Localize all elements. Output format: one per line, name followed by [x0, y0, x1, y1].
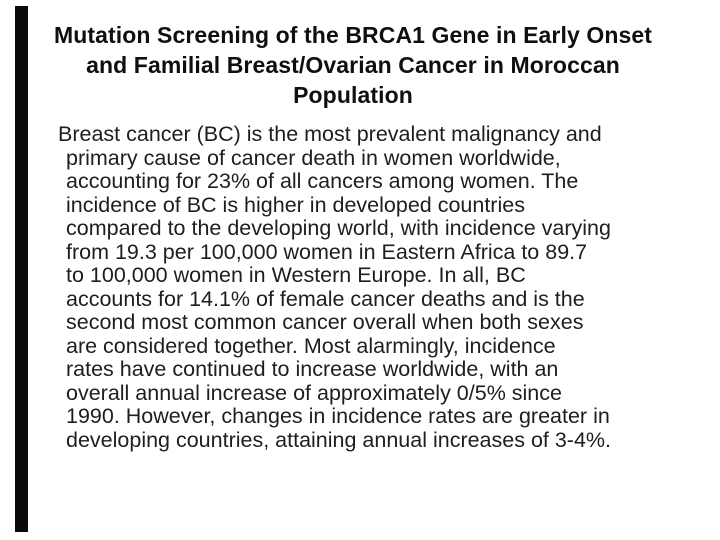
body-line: accounts for 14.1% of female cancer deat…	[66, 286, 585, 311]
body-line: from 19.3 per 100,000 women in Eastern A…	[66, 239, 588, 264]
body-line: Breast cancer (BC) is the most prevalent…	[58, 122, 602, 146]
body-line: to 100,000 women in Western Europe. In a…	[66, 263, 526, 287]
body-line: rates have continued to increase worldwi…	[66, 357, 559, 381]
body-line: compared to the developing world, with i…	[66, 216, 611, 240]
left-edge-bar	[15, 6, 28, 532]
slide-title-line: Mutation Screening of the BRCA1 Gene in …	[53, 22, 653, 48]
body-line: are considered together. Most alarmingly…	[66, 333, 556, 358]
body-line: 1990. However, changes in incidence rate…	[66, 404, 610, 428]
body-line: accounting for 23% of all cancers among …	[66, 169, 579, 193]
body-line: primary cause of cancer death in women w…	[66, 145, 561, 170]
body-line: overall annual increase of approximately…	[66, 380, 562, 405]
slide-body: Breast cancer (BC) is the most prevalent…	[58, 122, 700, 452]
slide-title: Mutation Screening of the BRCA1 Gene in …	[20, 20, 686, 110]
slide-title-line: Population	[293, 82, 413, 108]
body-line: developing countries, attaining annual i…	[66, 427, 612, 452]
slide-title-line: and Familial Breast/Ovarian Cancer in Mo…	[86, 52, 620, 78]
body-line: incidence of BC is higher in developed c…	[66, 192, 525, 217]
body-line: second most common cancer overall when b…	[66, 310, 584, 334]
